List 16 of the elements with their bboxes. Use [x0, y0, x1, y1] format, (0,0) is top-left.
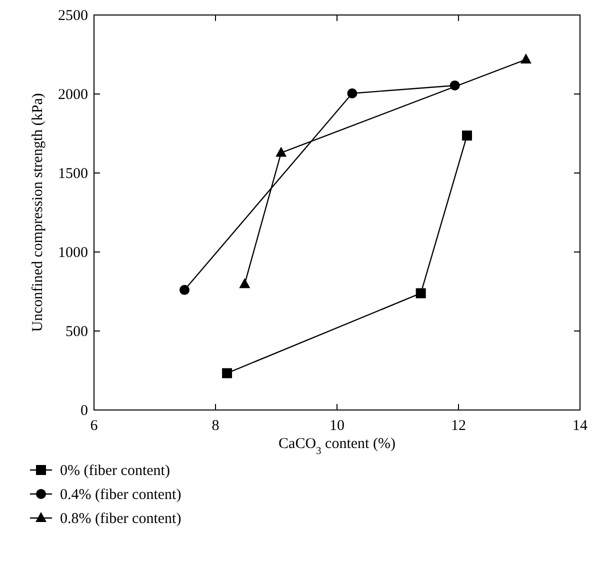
legend-label: 0% (fiber content) [60, 463, 170, 479]
y-tick-label: 1500 [58, 166, 88, 182]
y-tick-label: 2000 [58, 87, 88, 103]
x-tick-label: 14 [572, 418, 588, 434]
x-axis-title: CaCO$_{3}$ content (%) [278, 436, 396, 456]
legend-label: 0.8% (fiber content) [60, 511, 182, 527]
y-tick-label: 2500 [58, 8, 88, 24]
x-tick-label: 6 [90, 418, 98, 434]
y-tick-label: 500 [66, 324, 88, 340]
x-tick-label: 10 [330, 418, 344, 434]
y-tick-label: 0 [80, 403, 88, 419]
x-tick-label: 12 [451, 418, 466, 434]
y-tick-label: 1000 [58, 245, 88, 261]
x-tick-label: 8 [212, 418, 220, 434]
y-axis-title: Unconfined compression strength (kPa) [30, 93, 46, 332]
legend-label: 0.4% (fiber content) [60, 487, 182, 503]
